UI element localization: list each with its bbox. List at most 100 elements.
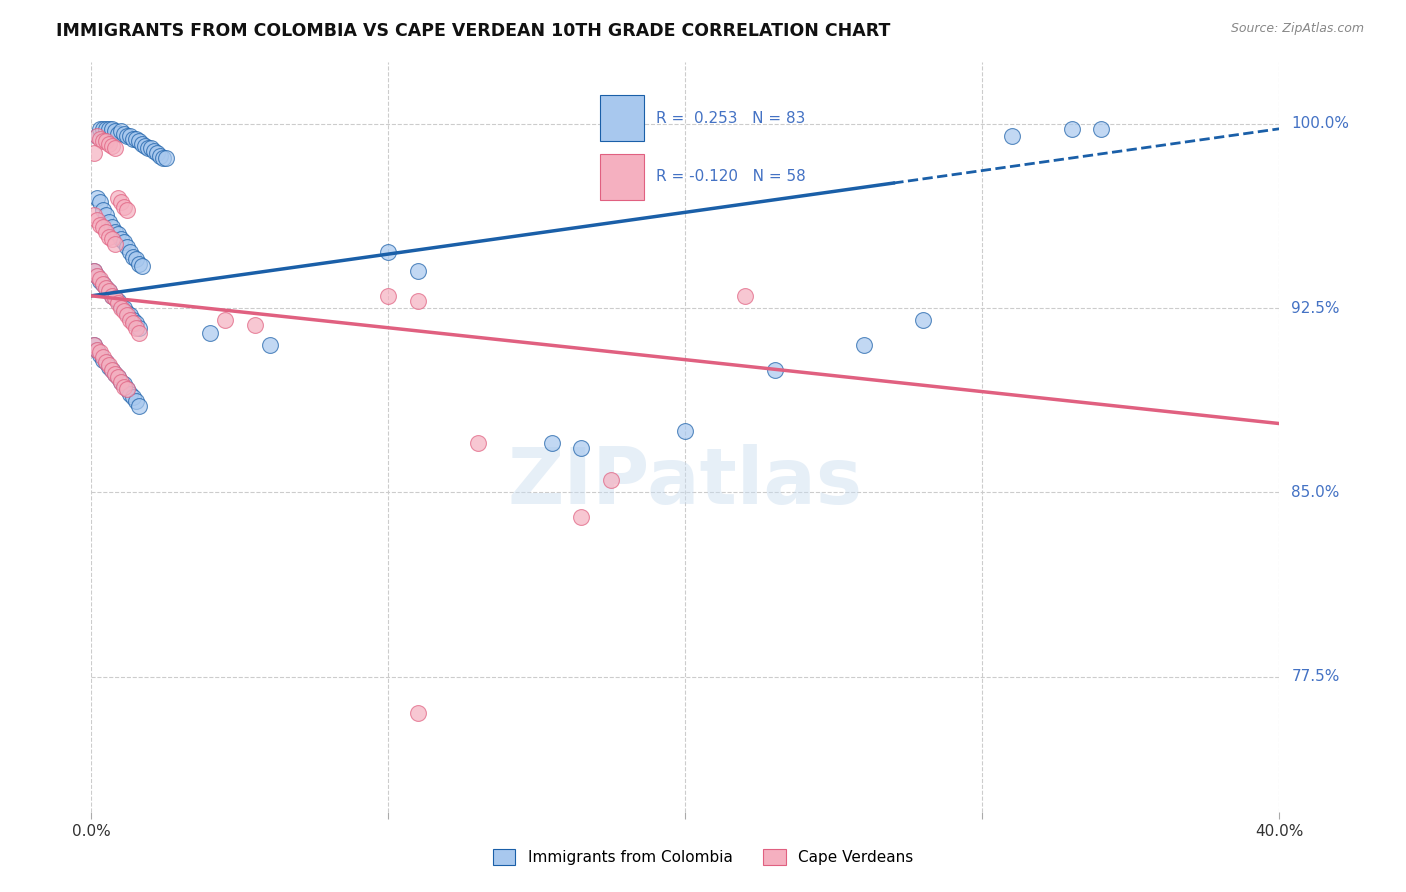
Point — [110, 124, 132, 138]
Point — [101, 289, 124, 303]
Point — [104, 368, 127, 382]
Point — [98, 360, 121, 375]
Point — [118, 309, 141, 323]
Point — [377, 289, 399, 303]
Text: ZIPatlas: ZIPatlas — [508, 444, 863, 520]
Point — [83, 208, 105, 222]
Point — [96, 134, 118, 148]
Text: 77.5%: 77.5% — [1291, 669, 1340, 684]
Point — [118, 244, 141, 259]
Point — [115, 382, 138, 396]
Point — [89, 195, 111, 210]
Point — [107, 296, 129, 310]
Point — [89, 271, 111, 285]
Point — [115, 382, 138, 396]
Point — [128, 326, 150, 340]
Point — [406, 264, 429, 278]
Point — [110, 195, 132, 210]
Point — [101, 362, 124, 376]
Point — [1090, 121, 1112, 136]
Point — [112, 200, 135, 214]
Point — [101, 220, 124, 235]
Point — [96, 355, 118, 369]
Point — [107, 227, 129, 242]
Point — [104, 124, 127, 138]
Point — [98, 284, 121, 298]
Point — [91, 202, 114, 217]
Point — [112, 303, 135, 318]
Text: 100.0%: 100.0% — [1291, 116, 1350, 131]
Point — [86, 212, 108, 227]
Point — [107, 190, 129, 204]
Point — [89, 218, 111, 232]
Text: 92.5%: 92.5% — [1291, 301, 1340, 316]
Point — [110, 301, 132, 315]
Point — [142, 144, 165, 158]
Point — [83, 338, 105, 352]
Point — [540, 436, 562, 450]
Point — [107, 293, 129, 308]
Point — [107, 127, 129, 141]
Point — [104, 291, 127, 305]
Point — [107, 370, 129, 384]
Point — [139, 141, 162, 155]
Point — [134, 139, 156, 153]
Point — [673, 424, 696, 438]
Point — [125, 131, 148, 145]
Point — [83, 264, 105, 278]
Point — [122, 250, 145, 264]
Point — [128, 400, 150, 414]
Point — [734, 289, 756, 303]
Point — [86, 129, 108, 144]
Point — [115, 202, 138, 217]
Point — [91, 121, 114, 136]
Point — [89, 131, 111, 145]
Point — [112, 377, 135, 392]
Point — [128, 134, 150, 148]
Point — [98, 284, 121, 298]
Point — [101, 289, 124, 303]
Point — [122, 390, 145, 404]
Point — [118, 387, 141, 401]
Point — [145, 146, 167, 161]
Point — [112, 235, 135, 249]
Point — [115, 306, 138, 320]
Point — [96, 355, 118, 369]
Point — [110, 375, 132, 389]
Point — [131, 136, 153, 151]
Text: Source: ZipAtlas.com: Source: ZipAtlas.com — [1230, 22, 1364, 36]
Point — [125, 316, 148, 330]
Point — [125, 320, 148, 334]
Point — [89, 348, 111, 362]
Point — [101, 121, 124, 136]
Point — [101, 362, 124, 376]
Point — [96, 208, 118, 222]
Point — [96, 225, 118, 239]
Point — [98, 358, 121, 372]
Point — [91, 277, 114, 291]
Point — [118, 129, 141, 144]
Point — [763, 362, 786, 376]
Point — [112, 301, 135, 315]
Point — [214, 313, 236, 327]
Point — [110, 375, 132, 389]
Text: 85.0%: 85.0% — [1291, 485, 1340, 500]
Point — [149, 149, 172, 163]
Point — [110, 299, 132, 313]
Point — [852, 338, 875, 352]
Point — [83, 338, 105, 352]
Point — [110, 232, 132, 246]
Point — [104, 368, 127, 382]
Point — [101, 139, 124, 153]
Point — [200, 326, 222, 340]
Point — [125, 394, 148, 409]
Point — [91, 220, 114, 235]
Point — [98, 215, 121, 229]
Point — [115, 240, 138, 254]
Point — [115, 129, 138, 144]
Point — [86, 269, 108, 284]
Point — [86, 269, 108, 284]
Point — [122, 131, 145, 145]
Point — [155, 151, 177, 165]
Point — [96, 121, 118, 136]
